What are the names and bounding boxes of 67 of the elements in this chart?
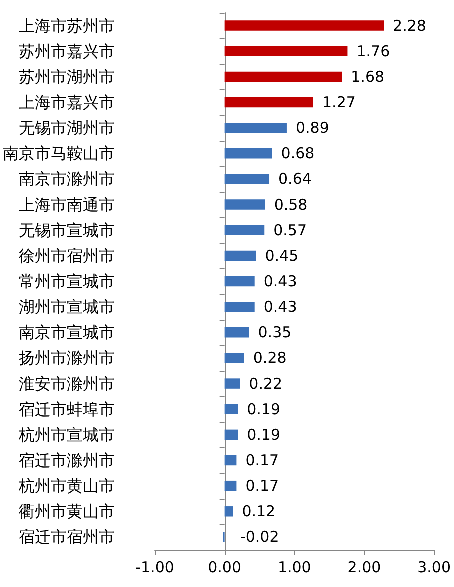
y-tick-label: 衢州市黄山市 [19,502,115,522]
bar [224,46,348,56]
y-tick-label: 扬州市滁州市 [19,348,115,368]
data-label: 0.19 [247,400,280,418]
bar [224,97,314,108]
bar [224,328,250,338]
bar [224,455,237,466]
y-tick-label: 南京市宣城市 [19,323,115,342]
bar [224,378,240,389]
x-tick-label: 0.00 [208,558,242,576]
data-label: 0.45 [265,246,299,265]
data-label: 0.68 [281,144,315,163]
data-label: 0.22 [249,374,283,393]
y-tick-label: 湖州市宣城市 [19,298,115,317]
data-label: 0.17 [246,477,280,496]
bar [224,276,255,287]
y-tick-label: 淮安市滁州市 [19,374,115,394]
y-tick-label: 宿迁市宿州市 [19,528,115,547]
bar [224,122,287,134]
data-label: -0.02 [240,528,280,546]
data-label: 1.76 [356,42,390,60]
x-tick-label: 3.00 [418,558,452,576]
bar [224,72,342,82]
bar [224,302,255,312]
bar [224,225,265,236]
y-tick-label: 上海市嘉兴市 [19,93,115,112]
bar [224,404,238,414]
y-tick-label: 宿迁市蚌埠市 [19,400,115,419]
data-label: 0.17 [246,452,280,470]
data-label: 0.28 [253,349,287,368]
y-tick-label: 上海市苏州市 [19,16,115,36]
y-tick-label: 徐州市宿州市 [19,246,115,266]
y-tick-label: 宿迁市滁州市 [19,451,115,470]
y-tick-label: 无锡市宣城市 [19,220,115,240]
bar [224,20,384,31]
data-label: 0.19 [247,426,280,444]
data-label: 0.64 [278,170,312,188]
y-tick-label: 无锡市湖州市 [19,118,115,138]
y-tick-label: 苏州市嘉兴市 [19,42,115,61]
x-tick-label: 2.00 [348,558,382,576]
data-label: 0.43 [264,272,298,290]
data-label: 0.58 [274,196,308,214]
data-label: 2.28 [393,16,426,35]
bar [224,353,244,364]
y-tick-label: 苏州市湖州市 [19,67,115,86]
bar [224,430,238,440]
bar [224,250,256,262]
bar [224,200,266,210]
bar [224,174,270,184]
y-tick-label: 杭州市宣城市 [18,425,115,444]
data-label: 1.68 [351,68,385,86]
y-tick-label: 南京市马鞍山市 [3,144,115,164]
data-label: 0.35 [258,324,292,342]
y-tick-label: 上海市南通市 [19,195,115,214]
y-tick-label: 南京市滁州市 [19,170,115,189]
bar [224,148,272,159]
data-label: 0.12 [242,502,276,521]
x-tick-label: -1.00 [136,558,174,576]
data-label: 0.57 [274,221,308,240]
y-tick-label: 常州市宣城市 [19,272,115,291]
y-tick-label: 杭州市黄山市 [18,476,115,496]
bar [224,506,234,517]
data-label: 0.43 [264,298,298,316]
data-label: 0.89 [296,119,330,138]
data-label: 1.27 [322,94,356,112]
x-tick-label: 1.00 [278,558,312,576]
bar [224,480,237,492]
